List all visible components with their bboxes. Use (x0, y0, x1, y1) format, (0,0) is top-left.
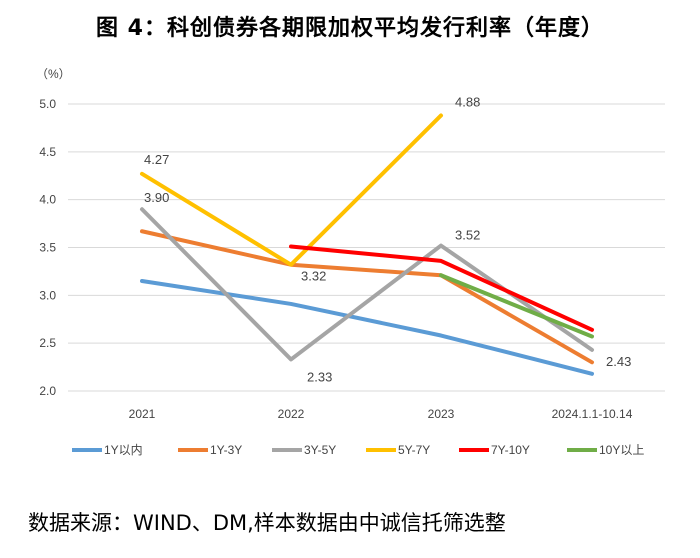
series-line (439, 273, 594, 339)
data-label: 3.52 (455, 228, 480, 243)
legend-label: 3Y-5Y (304, 443, 336, 457)
data-label: 3.90 (144, 190, 169, 205)
series-line (140, 229, 594, 365)
y-tick-label: 3.5 (39, 241, 56, 255)
series-line (289, 244, 594, 332)
data-label: 4.27 (144, 152, 169, 167)
y-tick-label: 4.5 (39, 145, 56, 159)
legend-label: 7Y-10Y (491, 443, 530, 457)
series-line (140, 278, 594, 376)
y-tick-label: 4.0 (39, 193, 56, 207)
chart-title: 图 4：科创债券各期限加权平均发行利率（年度） (96, 16, 604, 41)
legend-label: 10Y以上 (599, 443, 644, 457)
legend: 1Y以内 1Y-3Y 3Y-5Y 5Y-7Y 7Y-10Y 10Y以上 (72, 443, 644, 457)
x-tick-label: 2023 (428, 407, 455, 421)
series-line (140, 113, 443, 267)
data-label: 3.32 (301, 269, 326, 284)
data-label: 2.33 (307, 369, 332, 384)
y-axis-ticks: 2.0 2.5 3.0 3.5 4.0 4.5 5.0 (39, 97, 56, 398)
x-tick-label: 2021 (129, 407, 156, 421)
x-tick-label: 2024.1.1-10.14 (552, 407, 633, 421)
x-axis-ticks: 2021 2022 2023 2024.1.1-10.14 (129, 407, 633, 421)
line-chart: （%） 2.02.53.03.54.04.55.0 2021 2022 2023 20… (36, 67, 665, 457)
legend-label: 5Y-7Y (398, 443, 430, 457)
data-labels: 4.27 3.90 3.32 2.33 3.52 4.88 2.43 (144, 94, 631, 384)
y-tick-label: 2.0 (39, 384, 56, 398)
series-lines (140, 113, 594, 376)
data-label: 4.88 (455, 94, 480, 109)
data-source-note: 数据来源：WIND、DM,样本数据由中诚信托筛选整 (28, 511, 506, 535)
y-tick-label: 2.5 (39, 336, 56, 350)
legend-label: 1Y以内 (104, 443, 143, 457)
x-tick-label: 2022 (278, 407, 305, 421)
gridlines (68, 103, 665, 392)
y-tick-label: 3.0 (39, 288, 56, 302)
y-unit-label: （%） (36, 67, 71, 81)
legend-label: 1Y-3Y (210, 443, 242, 457)
series-line (140, 207, 594, 362)
y-tick-label: 5.0 (39, 97, 56, 111)
data-label: 2.43 (606, 354, 631, 369)
